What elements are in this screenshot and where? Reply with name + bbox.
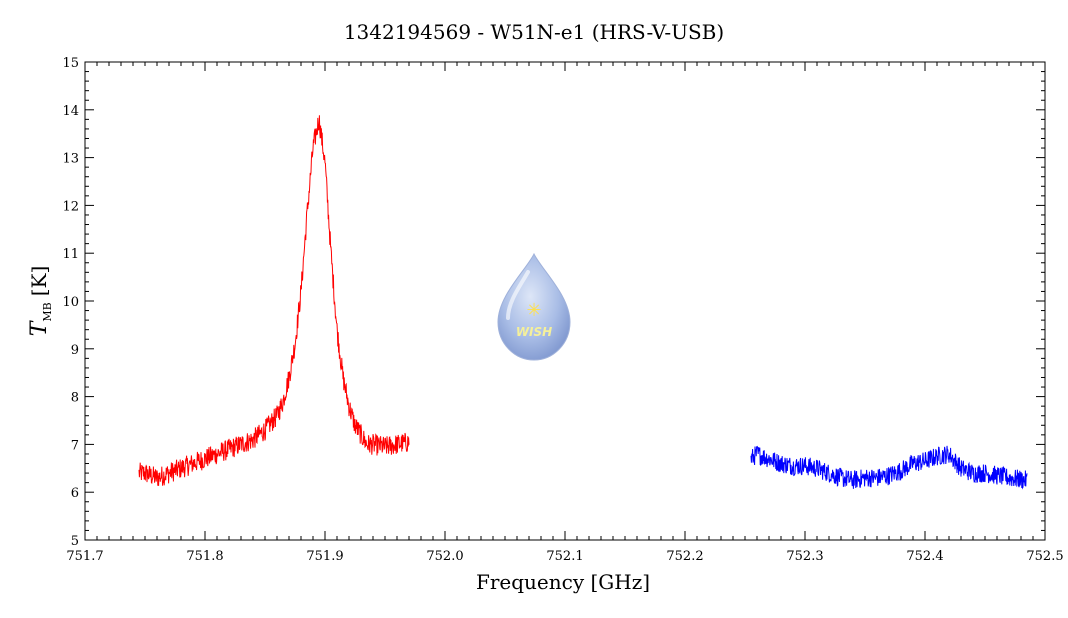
y-axis-symbol: T [27, 319, 52, 336]
x-tick-label: 752.5 [1026, 549, 1063, 564]
series-line-2 [750, 445, 1028, 490]
chart-title: 1342194569 - W51N-e1 (HRS-V-USB) [344, 20, 724, 44]
y-tick-label: 13 [62, 152, 79, 167]
axis-ticks [84, 61, 1046, 541]
x-tick-label: 751.7 [66, 549, 103, 564]
y-tick-label: 10 [62, 295, 79, 310]
x-tick-label: 751.8 [186, 549, 223, 564]
x-tick-label: 751.9 [306, 549, 343, 564]
y-tick-labels: 5 6 7 8 9 10 11 12 13 14 15 [62, 56, 79, 549]
x-tick-labels: 751.7 751.8 751.9 752.0 752.1 752.2 752.3 752.4… [66, 549, 1063, 564]
wish-logo: ✳ WISH [497, 252, 571, 361]
y-axis-unit: [K] [27, 266, 51, 297]
y-tick-label: 6 [71, 486, 79, 501]
y-tick-label: 9 [71, 343, 79, 358]
y-tick-label: 15 [62, 56, 79, 71]
x-tick-label: 752.4 [906, 549, 943, 564]
x-axis-label: Frequency [GHz] [476, 570, 650, 594]
y-tick-label: 5 [71, 534, 79, 549]
x-tick-label: 752.3 [786, 549, 823, 564]
y-tick-label: 11 [62, 247, 79, 262]
x-tick-label: 752.0 [426, 549, 463, 564]
x-tick-label: 752.2 [666, 549, 703, 564]
y-tick-label: 7 [71, 438, 79, 453]
y-axis-label: TMB [K] [27, 266, 54, 337]
x-tick-label: 752.1 [546, 549, 583, 564]
series-layer [138, 115, 1028, 490]
star-icon: ✳ [526, 300, 541, 321]
drop-shape [497, 252, 571, 361]
y-tick-label: 8 [71, 391, 79, 406]
y-axis-subscript: MB [41, 302, 54, 321]
y-tick-label: 12 [62, 199, 79, 214]
series-line-1 [138, 115, 410, 486]
y-tick-label: 14 [62, 104, 79, 119]
logo-text: WISH [516, 325, 552, 339]
drop-highlight [506, 270, 530, 320]
